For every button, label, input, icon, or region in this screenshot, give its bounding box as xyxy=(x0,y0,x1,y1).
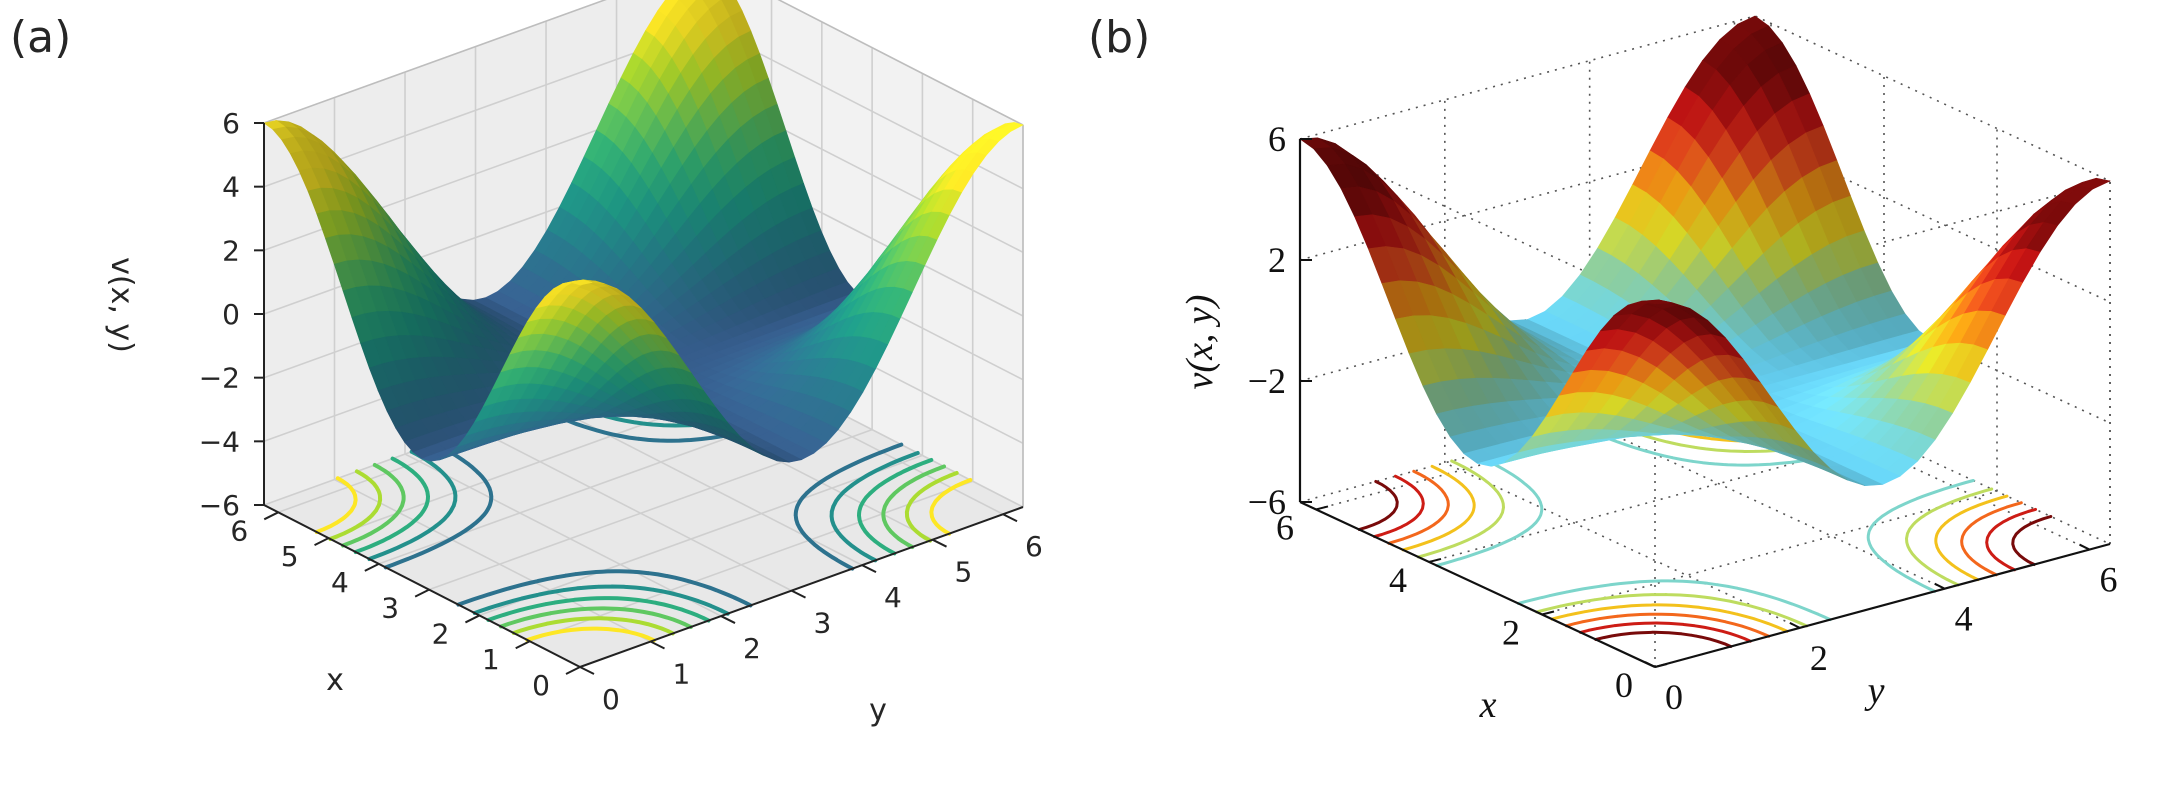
y-tick-label: 6 xyxy=(2099,560,2117,600)
x-axis-label: x xyxy=(1479,684,1497,726)
z-tick-label: −2 xyxy=(1248,361,1286,401)
surface-patch xyxy=(1641,299,1673,305)
x-tick-label: 2 xyxy=(432,617,450,650)
z-tick-label: 2 xyxy=(222,234,240,267)
y-tick xyxy=(791,589,806,599)
z-tick-label: 4 xyxy=(222,171,240,204)
y-tick-label: 5 xyxy=(955,556,973,589)
x-tick xyxy=(515,640,531,650)
y-tick-label: 6 xyxy=(1025,530,1043,563)
z-tick-label: −2 xyxy=(199,362,240,395)
x-tick xyxy=(1654,663,1668,668)
x-tick xyxy=(314,537,329,546)
y-tick xyxy=(650,640,665,650)
contour-line xyxy=(314,369,973,643)
contour-line xyxy=(1416,418,1994,628)
x-axis-label: x xyxy=(326,663,344,698)
y-tick-label: 0 xyxy=(602,683,620,716)
contour-line xyxy=(383,404,904,608)
z-tick-label: 6 xyxy=(222,107,240,140)
grid-line xyxy=(479,454,923,617)
x-tick xyxy=(1428,557,1442,563)
x-tick xyxy=(1315,505,1329,511)
y-axis-line xyxy=(1654,542,2111,669)
grid-line xyxy=(529,480,973,642)
grid-line xyxy=(404,453,722,617)
contour-line xyxy=(1357,398,2053,648)
y-tick xyxy=(861,564,877,574)
surface-patch xyxy=(571,279,593,286)
y-axis-label: y xyxy=(1864,670,1885,712)
x-tick-label: 3 xyxy=(381,592,399,625)
x-tick xyxy=(1541,610,1555,616)
z-tick-label: 6 xyxy=(1268,119,1286,159)
x-tick-label: 4 xyxy=(331,566,349,599)
y-tick-label: 0 xyxy=(1665,677,1683,717)
contour-line xyxy=(367,396,920,616)
grid-line xyxy=(1734,383,2090,551)
x-tick-label: 5 xyxy=(281,540,299,573)
y-tick xyxy=(932,538,947,548)
x-tick-label: 0 xyxy=(1615,665,1633,705)
panel-a-label: (a) xyxy=(10,12,71,63)
y-tick xyxy=(1644,661,1656,668)
x-tick xyxy=(464,614,480,624)
panel-b-label: (b) xyxy=(1088,12,1150,63)
y-tick-label: 4 xyxy=(884,581,902,614)
z-tick-label: −6 xyxy=(1248,482,1286,522)
y-tick-label: 2 xyxy=(1810,638,1828,678)
y-tick xyxy=(1789,621,1801,629)
x-tick xyxy=(565,666,581,675)
y-tick-label: 4 xyxy=(1955,599,1973,639)
x-axis-line xyxy=(263,504,581,668)
y-tick-label: 3 xyxy=(814,607,832,640)
x-tick xyxy=(414,588,430,598)
grid-line xyxy=(1444,462,1801,629)
x-tick xyxy=(364,562,380,572)
panel-b-chart: 0 2 4 6 0 2 4 6 6 2 −2 −6 x y v(x, y) xyxy=(1179,15,2117,726)
x-axis-line xyxy=(1299,501,1656,668)
x-tick-label: 0 xyxy=(532,669,550,702)
contour-line xyxy=(1435,424,1975,622)
z-tick-label: −4 xyxy=(199,425,240,458)
x-tick-label: 4 xyxy=(1389,560,1407,600)
x-tick-label: 1 xyxy=(482,643,500,676)
grid-line xyxy=(475,427,792,592)
z-axis-label: v(x, y) xyxy=(104,257,139,353)
z-tick-label: −6 xyxy=(199,489,240,522)
y-axis-line xyxy=(579,506,1024,668)
pane-edge xyxy=(263,0,1024,126)
y-tick xyxy=(720,615,736,624)
x-tick-label: 6 xyxy=(230,514,248,547)
grid-line xyxy=(334,478,651,643)
y-tick xyxy=(579,666,595,675)
x-tick-label: 6 xyxy=(1276,507,1294,547)
x-tick-label: 2 xyxy=(1502,612,1520,652)
z-axis-label: v(x, y) xyxy=(1179,295,1221,390)
z-tick-label: 2 xyxy=(1268,240,1286,280)
y-tick-label: 2 xyxy=(743,632,761,665)
y-tick xyxy=(2079,543,2090,551)
y-tick-label: 1 xyxy=(673,658,691,691)
grid-line xyxy=(1541,490,1998,616)
y-axis-label: y xyxy=(869,693,887,728)
z-tick-label: 0 xyxy=(222,298,240,331)
y-tick xyxy=(1002,513,1018,523)
x-tick xyxy=(263,511,279,521)
y-tick xyxy=(1934,582,1946,590)
